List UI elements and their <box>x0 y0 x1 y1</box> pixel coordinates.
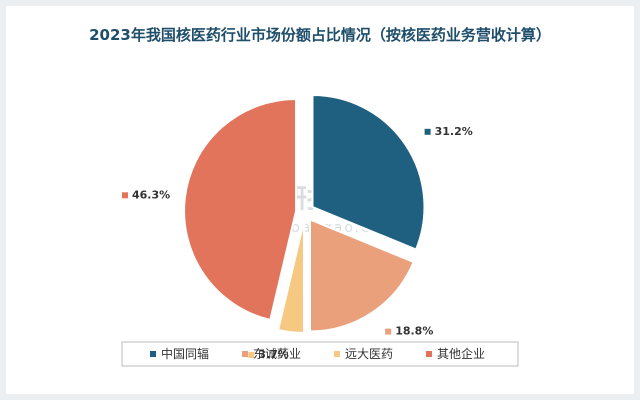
pie-slice <box>311 93 426 251</box>
legend-swatch <box>334 351 340 357</box>
legend-swatch <box>242 351 248 357</box>
legend-box <box>121 341 519 367</box>
legend-swatch <box>150 351 156 357</box>
legend-label: 远大医药 <box>345 347 393 361</box>
legend-swatch <box>426 351 432 357</box>
label-marker <box>121 192 128 199</box>
data-label: 18.8% <box>395 325 433 338</box>
pie-slice <box>183 97 298 322</box>
data-label: 46.3% <box>132 188 170 201</box>
chart-title: 2023年我国核医药行业市场份额占比情况（按核医药业务营收计算） <box>89 26 551 44</box>
legend-label: 中国同辐 <box>161 346 209 361</box>
label-marker <box>385 328 392 335</box>
data-label: 31.2% <box>435 125 473 138</box>
legend-label: 东诚药业 <box>253 347 301 361</box>
label-marker <box>248 352 255 359</box>
legend-label: 其他企业 <box>437 346 485 361</box>
label-marker <box>424 128 431 135</box>
pie-slice <box>309 217 415 333</box>
data-label: 3.7% <box>258 348 289 361</box>
pie-slice <box>276 220 305 334</box>
